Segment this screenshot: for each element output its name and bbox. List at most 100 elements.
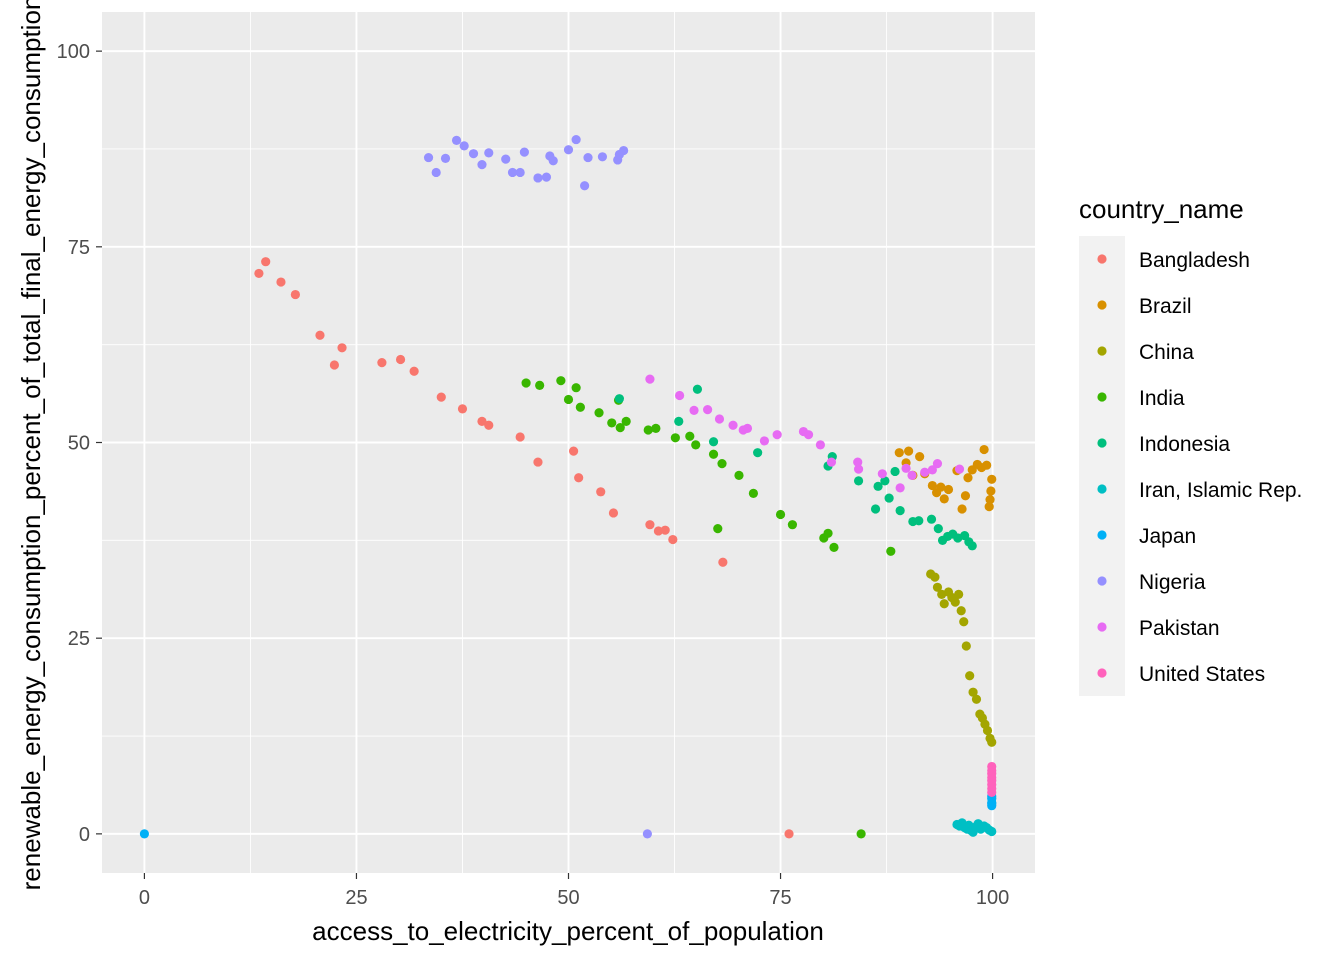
data-point-pakistan [742, 423, 753, 434]
data-point-india [775, 509, 786, 520]
legend-label-indonesia: Indonesia [1139, 433, 1230, 456]
data-point-bangladesh [515, 432, 525, 442]
data-point-pakistan [689, 405, 699, 416]
data-point-indonesia [708, 437, 719, 447]
data-point-china [971, 694, 982, 704]
legend-label-india: India [1139, 387, 1185, 410]
x-axis-title: access_to_electricity_percent_of_populat… [312, 916, 824, 946]
data-point-nigeria [423, 152, 434, 163]
data-point-nigeria [507, 167, 518, 178]
data-point-nigeria [477, 160, 487, 170]
data-point-bangladesh [436, 392, 446, 402]
data-point-pakistan [895, 483, 905, 493]
data-point-brazil [904, 446, 914, 456]
data-point-nigeria [440, 153, 451, 163]
data-point-china [965, 671, 975, 681]
data-point-brazil [985, 495, 995, 505]
data-point-nigeria [571, 134, 581, 145]
data-point-brazil [957, 504, 967, 514]
data-point-indonesia [926, 514, 937, 524]
data-point-pakistan [772, 430, 782, 440]
data-point-pakistan [954, 464, 965, 474]
legend: country_name Bangladesh Brazil China India I… [1079, 194, 1302, 696]
data-point-india [521, 378, 531, 388]
data-point-india [571, 383, 581, 393]
data-point-bangladesh [276, 277, 286, 287]
data-point-bangladesh [457, 404, 468, 414]
data-point-bangladesh [660, 525, 670, 535]
data-point-bangladesh [645, 520, 655, 530]
data-point-pakistan [927, 465, 937, 475]
data-point-china [939, 599, 949, 609]
data-point-pakistan [920, 467, 930, 477]
legend-key-brazil [1097, 300, 1107, 310]
data-point-brazil [979, 444, 989, 455]
data-point-bangladesh [718, 557, 728, 567]
data-point-nigeria [501, 154, 511, 164]
data-point-nigeria [583, 152, 593, 163]
data-point-bangladesh [409, 366, 419, 376]
data-point-nigeria [563, 145, 574, 155]
data-point-indonesia [853, 476, 864, 486]
data-point-pakistan [803, 430, 814, 440]
data-point-china [987, 737, 997, 747]
data-point-pakistan [826, 457, 837, 467]
data-point-brazil [986, 486, 996, 496]
data-point-india [717, 459, 727, 469]
y-axis-ticks: 0 25 50 75 100 [57, 41, 102, 846]
data-point-pakistan [675, 390, 685, 401]
data-point-pakistan [759, 436, 770, 446]
data-point-pakistan [815, 440, 826, 450]
data-point-bangladesh [596, 487, 606, 497]
data-point-china [932, 582, 943, 592]
data-point-china [982, 725, 993, 736]
y-tick-label: 50 [68, 433, 90, 455]
legend-key-japan [1097, 530, 1107, 540]
data-point-china [968, 687, 978, 697]
data-point-indonesia [870, 504, 881, 514]
data-point-bangladesh [668, 534, 678, 545]
data-point-india [575, 402, 585, 412]
data-point-japan [139, 829, 150, 839]
data-point-bangladesh [784, 829, 794, 839]
data-point-indonesia [614, 394, 624, 404]
legend-label-brazil: Brazil [1139, 295, 1192, 318]
data-point-indonesia [895, 505, 905, 516]
data-point-india [607, 418, 617, 428]
data-point-india [594, 408, 604, 418]
x-tick-label: 75 [769, 887, 791, 909]
data-point-pakistan [901, 463, 911, 473]
data-point-india [823, 528, 833, 538]
legend-key-nigeria [1097, 576, 1107, 586]
data-point-indonesia [890, 466, 900, 477]
data-point-bangladesh [574, 473, 584, 483]
data-point-brazil [915, 451, 925, 462]
data-point-bangladesh [533, 457, 543, 467]
data-point-brazil [894, 448, 904, 458]
major-gridlines [102, 12, 1035, 873]
legend-key-indonesia [1097, 438, 1107, 448]
data-point-bangladesh [477, 416, 487, 426]
data-point-indonesia [873, 481, 883, 491]
legend-key-bangladesh [1097, 254, 1107, 264]
data-point-pakistan [703, 405, 713, 415]
data-point-india [748, 488, 759, 498]
data-point-iran-islamic-rep [987, 826, 997, 837]
data-point-india [708, 449, 719, 459]
data-point-india [651, 423, 661, 434]
data-point-bangladesh [290, 289, 300, 300]
data-point-bangladesh [484, 420, 494, 430]
data-point-india [886, 546, 896, 556]
data-point-china [954, 589, 964, 599]
data-point-nigeria [519, 147, 529, 157]
y-tick-label: 0 [79, 824, 90, 846]
legend-key-india [1097, 392, 1107, 402]
data-point-china [930, 572, 940, 582]
data-point-pakistan [932, 459, 943, 469]
data-point-indonesia [674, 416, 684, 426]
data-point-pakistan [853, 457, 863, 467]
data-point-pakistan [645, 374, 655, 384]
x-axis-ticks: 0 25 50 75 100 [139, 873, 1009, 909]
legend-label-bangladesh: Bangladesh [1139, 249, 1250, 272]
y-tick-label: 100 [57, 41, 90, 63]
